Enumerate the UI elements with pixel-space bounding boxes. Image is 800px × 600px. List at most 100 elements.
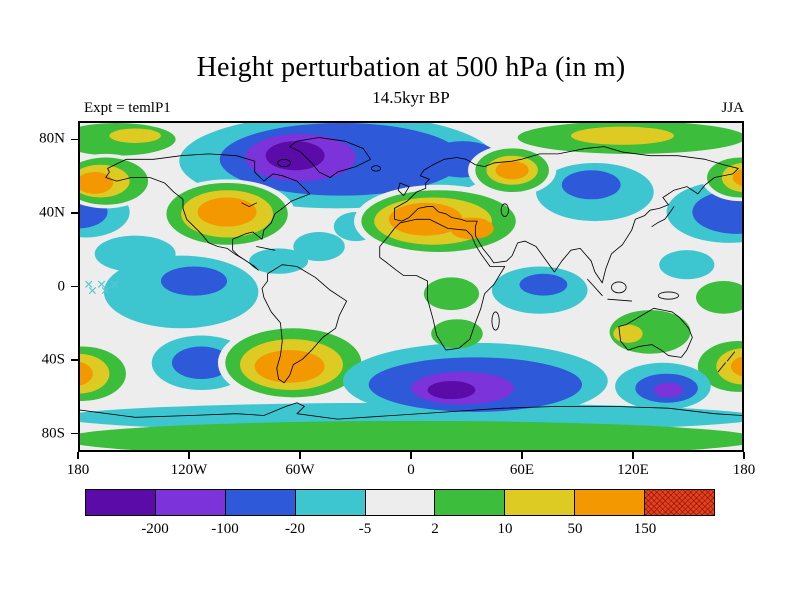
coast-borneo <box>611 281 627 294</box>
figure-subtitle: 14.5kyr BP <box>372 88 450 107</box>
y-tick-40N <box>71 212 78 214</box>
colorbar-segment-1 <box>155 490 226 515</box>
anomaly-wrussia-high-orange <box>495 161 529 180</box>
anomaly-spac-e-high-orange <box>730 356 742 377</box>
figure-title: Height perturbation at 500 hPa (in m) <box>196 52 626 83</box>
colorbar-segment-7 <box>575 490 646 515</box>
colorbar-level--200: -200 <box>141 521 169 537</box>
y-tick-label-0: 0 <box>57 278 66 294</box>
hatch-marks <box>85 280 119 295</box>
anomaly-aus-green <box>609 310 691 354</box>
y-tick-80S <box>71 432 78 435</box>
colorbar-level-10: 10 <box>497 521 513 537</box>
anomaly-siberia-blue <box>561 170 621 200</box>
anomaly-indian-blue <box>519 273 568 296</box>
coast-greenland <box>289 137 371 178</box>
coast-north-america <box>105 153 311 271</box>
map-panel <box>78 121 744 452</box>
x-tick-120W <box>188 452 190 459</box>
colorbar-segment-2 <box>225 490 296 515</box>
longitude-axis: 180 120W 60W 0 60E 120E 180 <box>67 452 755 486</box>
colorbar-segment-4 <box>365 490 436 515</box>
anomaly-safr-green <box>431 319 483 349</box>
x-tick-label-60W: 60W <box>285 462 315 478</box>
anomaly-chukchi-high-orange <box>732 169 742 186</box>
coast-australia <box>618 307 693 358</box>
coast-antarctica <box>80 402 742 420</box>
anomaly-sio-low-core <box>427 380 476 400</box>
coast-new-guinea <box>657 291 679 300</box>
y-tick-0 <box>71 285 78 288</box>
y-tick-label-80S: 80S <box>41 425 65 442</box>
coast-eurasia <box>394 146 739 284</box>
colorbar-segment-0 <box>86 490 156 515</box>
colorbar-segment-5 <box>435 490 506 515</box>
y-tick-40S <box>71 359 78 361</box>
y-tick-label-40N: 40N <box>39 204 65 221</box>
colorbar-level--100: -100 <box>211 521 239 537</box>
anomaly-arctic-low-core <box>265 141 325 171</box>
x-tick-0 <box>410 452 412 459</box>
coast-africa <box>379 218 506 351</box>
colorbar-segment-6 <box>505 490 576 515</box>
coast-south-america <box>261 264 348 384</box>
y-tick-80N <box>71 138 78 141</box>
anomaly-spac-low-blue <box>171 346 231 380</box>
contour-map-svg <box>80 123 742 450</box>
coast-britain <box>397 182 410 197</box>
anomaly-levant-high-orange <box>449 217 494 240</box>
hatch-region <box>85 280 119 295</box>
coast-sumatra <box>587 278 603 296</box>
anomaly-samer-high-orange <box>254 350 325 383</box>
x-tick-label-180: 180 <box>66 462 90 478</box>
latitude-axis: 80N 40N 0 40S 80S <box>28 121 78 452</box>
x-tick-label-120W: 120W <box>170 462 208 478</box>
coast-java <box>607 298 633 302</box>
anomaly-spac-w-high-orange <box>80 361 93 386</box>
x-tick-label-60E: 60E <box>509 462 535 478</box>
anomaly-arctic-band-yellow-e <box>570 126 674 145</box>
season-label: JJA <box>721 100 744 116</box>
coast-cuba <box>256 246 276 251</box>
coast-new-zealand <box>717 351 736 373</box>
x-tick-60W <box>299 452 301 459</box>
anomaly-antarctic-green-band <box>80 420 742 450</box>
x-tick-120E <box>632 452 634 459</box>
anomaly-carib-cyan <box>249 248 309 274</box>
x-tick-label-0: 0 <box>407 462 415 478</box>
coast-madagascar <box>491 311 500 331</box>
anomaly-waus-yellow <box>613 324 643 343</box>
anomaly-nam-high-orange <box>197 197 257 227</box>
colorbar-level-2: 2 <box>431 521 439 537</box>
anomaly-wpac-eq-green <box>696 281 742 314</box>
x-tick-60E <box>521 452 523 459</box>
colorbar-labels: -200 -100 -20 -5 2 10 50 150 <box>85 521 715 541</box>
anomaly-arctic-band-yellow-w <box>109 128 161 143</box>
colorbar-segment-3 <box>295 490 366 515</box>
coast-great-lakes <box>241 202 257 207</box>
coast-japan <box>651 206 675 227</box>
colorbar-segment-8 <box>645 490 715 515</box>
anomaly-npac-blue-e <box>692 190 742 234</box>
experiment-label: Expt = temlP1 <box>84 100 171 116</box>
anomaly-africa-eq-green <box>423 277 480 311</box>
coastlines <box>80 137 742 420</box>
coast-caspian-sea <box>500 203 509 217</box>
x-tick-label-120E: 120E <box>617 462 649 478</box>
anomaly-saus-low-purple <box>653 382 684 398</box>
coast-baffin-island <box>277 158 291 168</box>
anomaly-spac-e-high-yellow <box>716 348 742 385</box>
x-tick-label-180: 180 <box>732 462 756 478</box>
colorbar-level-50: 50 <box>567 521 583 537</box>
y-tick-label-80N: 80N <box>39 130 65 147</box>
colorbar-level-150: 150 <box>633 521 657 537</box>
colorbar <box>85 489 715 516</box>
colorbar-level--5: -5 <box>358 521 372 537</box>
anomaly-spac-w-high-yellow <box>80 353 110 394</box>
y-tick-label-40S: 40S <box>41 351 65 368</box>
anomaly-philippine-cyan <box>659 250 715 280</box>
anomaly-epac-trop-blue <box>160 266 228 296</box>
anomaly-atl-cyan-1 <box>293 232 345 262</box>
anomaly-field <box>80 123 742 450</box>
